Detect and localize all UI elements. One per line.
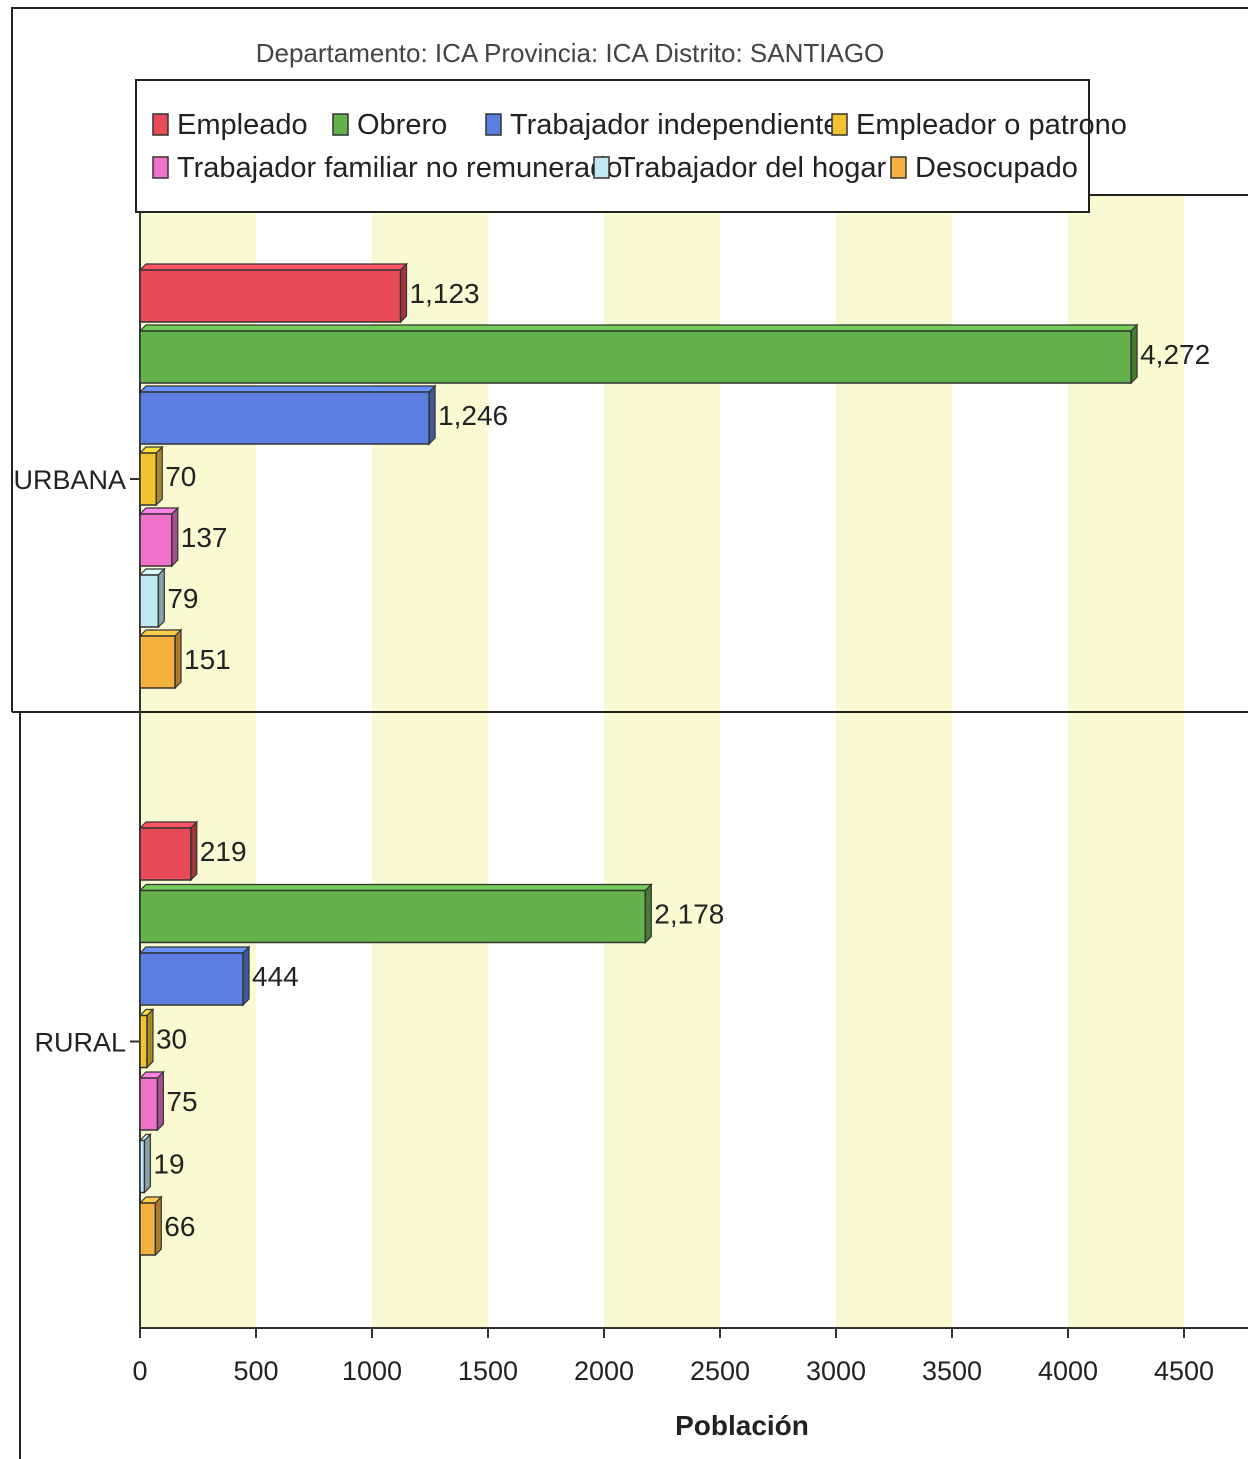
bar-value-label: 75: [166, 1086, 197, 1117]
bar-side-face: [399, 262, 408, 324]
grid-band: [836, 195, 952, 1328]
legend-swatch: [485, 113, 502, 136]
bar-rural-trabajador-independiente: [139, 952, 244, 1006]
bar-top-face: [138, 385, 437, 393]
grid-band: [140, 195, 256, 1328]
bar-side-face: [157, 567, 165, 629]
bar-side-face: [155, 445, 163, 507]
bar-rural-trabajador-del-hogar: [139, 1139, 146, 1194]
bar-side-face: [644, 883, 652, 944]
bar-urbana-trabajador-del-hogar: [139, 574, 160, 628]
grid-band: [372, 195, 488, 1328]
panel-frame-top: [11, 7, 1248, 712]
bar-top-face: [138, 821, 199, 829]
bar-value-label: 219: [200, 836, 247, 867]
grid-band: [1068, 195, 1184, 1328]
bar-value-label: 79: [167, 583, 198, 614]
legend-swatch: [152, 156, 169, 179]
x-axis-title: Población: [675, 1410, 809, 1441]
bar-rural-empleado: [139, 827, 192, 881]
bar-value-label: 1,246: [438, 400, 508, 431]
value-labels: 1,123 4,272 1,246 70 137 79 151 219 2,178 444 30 75…: [153, 278, 1210, 1242]
bar-urbana-trabajador-familiar-no-remunerado: [139, 513, 173, 567]
legend-swatch: [332, 113, 349, 136]
x-tick-label: 3000: [806, 1356, 866, 1386]
bar-side-face: [143, 1133, 152, 1194]
category-label-rural: RURAL: [34, 1028, 126, 1058]
bar-side-face: [428, 384, 436, 446]
x-tick-label: 500: [233, 1356, 278, 1386]
bar-urbana-obrero: [139, 330, 1132, 384]
bar-side-face: [190, 820, 198, 882]
bar-side-face: [174, 628, 182, 690]
x-tick-label: 4000: [1038, 1356, 1098, 1386]
bar-urbana-desocupado: [139, 635, 176, 689]
legend-swatch: [890, 156, 907, 179]
grid-band: [720, 195, 836, 1328]
legend-swatch: [593, 156, 610, 179]
background-bands: [140, 195, 1248, 1328]
legend-swatch: [152, 113, 169, 136]
x-tick-label: 2500: [690, 1356, 750, 1386]
legend-entry: Empleado: [177, 109, 308, 141]
x-tick-label: 3500: [922, 1356, 982, 1386]
grid-band: [952, 195, 1068, 1328]
bar-side-face: [242, 945, 250, 1007]
bar-rural-obrero: [139, 889, 647, 944]
bar-value-label: 70: [165, 461, 196, 492]
bar-side-face: [156, 1070, 164, 1132]
grid-band: [256, 195, 372, 1328]
chart-subtitle: Departamento: ICA Provincia: ICA Distrit…: [256, 38, 885, 68]
bar-urbana-empleador-o-patrono: [139, 452, 157, 506]
bar-value-label: 137: [181, 522, 228, 553]
bar-rural-trabajador-familiar-no-remunerado: [139, 1077, 159, 1131]
legend-entry: Trabajador independiente: [510, 109, 839, 141]
category-label-urbana: URBANA: [13, 465, 126, 495]
legend-entry: Trabajador familiar no remunerado: [177, 152, 622, 184]
grid-band: [488, 195, 604, 1328]
bar-urbana-trabajador-independiente: [139, 391, 430, 445]
legend-entry: Empleador o patrono: [856, 109, 1127, 141]
bar-value-label: 19: [153, 1149, 184, 1180]
bar-value-label: 444: [252, 961, 299, 992]
legend-entry: Desocupado: [915, 152, 1078, 184]
x-tick-label: 0: [132, 1356, 147, 1386]
bar-top-face: [138, 883, 653, 892]
bar-value-label: 66: [164, 1211, 195, 1242]
bar-side-face: [146, 1008, 154, 1069]
bar-value-label: 4,272: [1140, 339, 1210, 370]
axes: 0 500 1000 1500 2000 2500 3000 3500 4000 4500 URBA…: [13, 195, 1248, 1386]
bar-rural-empleador-o-patrono: [139, 1014, 148, 1069]
grid-band: [604, 195, 720, 1328]
bar-side-face: [171, 506, 179, 568]
bar-value-label: 1,123: [410, 278, 480, 309]
bar-top-face: [138, 263, 408, 271]
legend-box: [135, 79, 1090, 213]
bar-top-face: [138, 324, 1139, 332]
bar-side-face: [154, 1195, 162, 1257]
legend: Empleado Obrero Trabajador independiente Em…: [135, 79, 1127, 213]
x-tick-label: 1000: [342, 1356, 402, 1386]
grid-band: [1184, 195, 1248, 1328]
legend-swatch: [831, 113, 848, 136]
bar-top-face: [138, 629, 183, 637]
legend-entry: Trabajador del hogar: [618, 152, 886, 184]
x-tick-label: 4500: [1154, 1356, 1214, 1386]
bar-urbana-empleado: [139, 269, 402, 323]
bars: [138, 262, 1139, 1257]
x-tick-label: 2000: [574, 1356, 634, 1386]
bar-value-label: 2,178: [654, 899, 724, 930]
bar-top-face: [138, 946, 251, 954]
legend-entry: Obrero: [357, 109, 447, 141]
bar-value-label: 151: [184, 644, 231, 675]
bar-rural-desocupado: [139, 1202, 157, 1256]
x-tick-label: 1500: [458, 1356, 518, 1386]
bar-value-label: 30: [156, 1024, 187, 1055]
bar-side-face: [1130, 323, 1138, 385]
